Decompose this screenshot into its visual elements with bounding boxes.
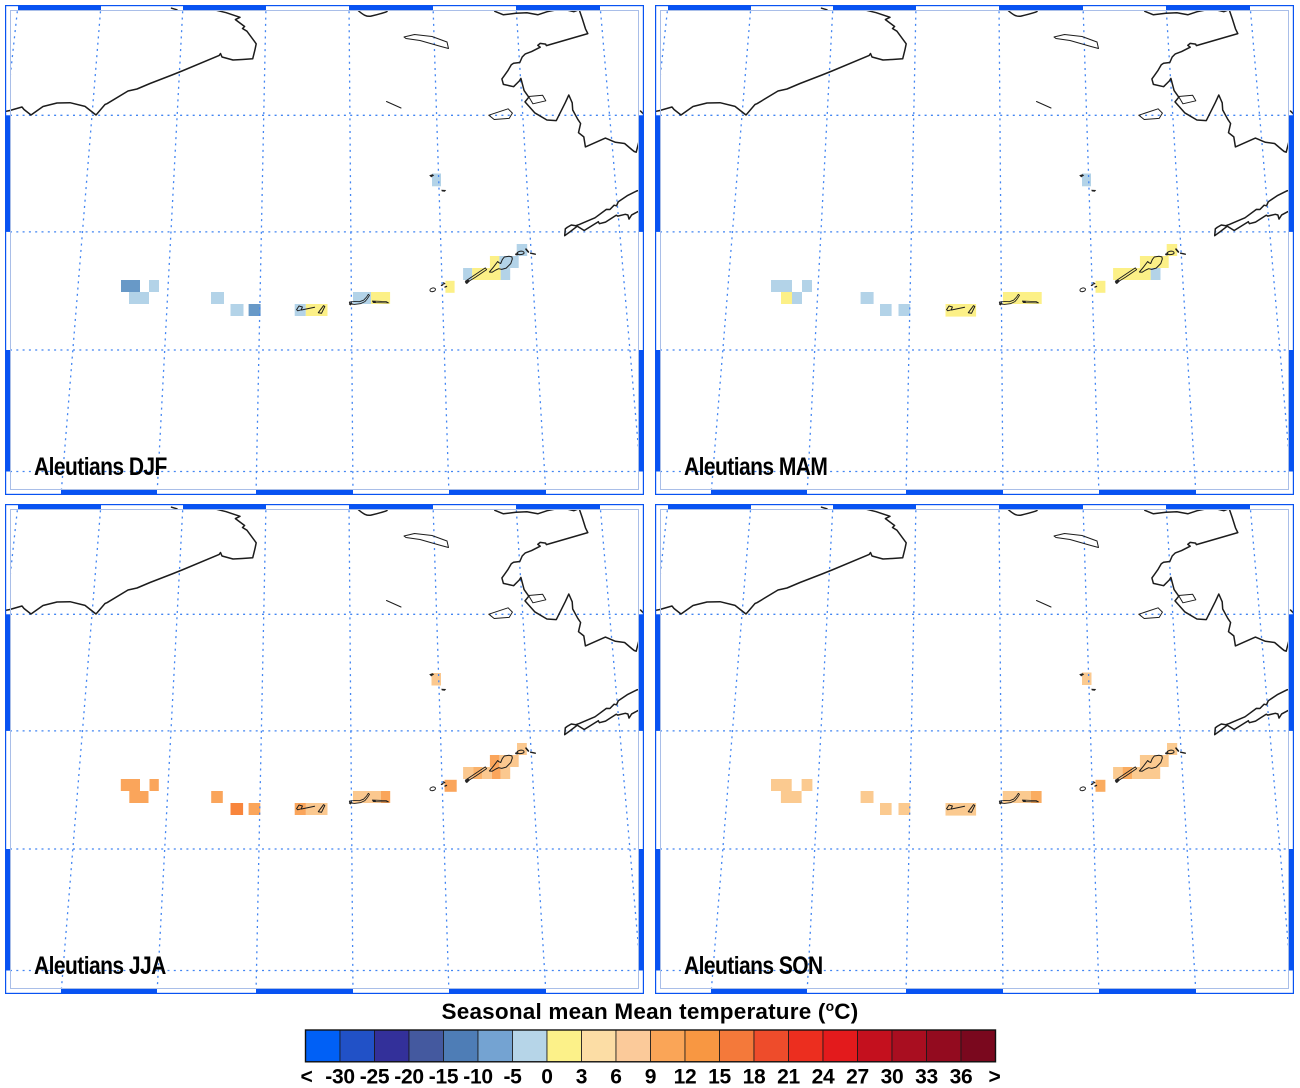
svg-text:-30: -30 [325, 1066, 354, 1088]
svg-text:>: > [989, 1066, 1001, 1088]
svg-text:36: 36 [950, 1066, 973, 1088]
svg-text:-15: -15 [429, 1066, 459, 1088]
svg-text:3: 3 [576, 1066, 587, 1088]
svg-text:Aleutians SON: Aleutians SON [684, 951, 823, 979]
svg-text:-10: -10 [463, 1066, 492, 1088]
svg-text:Aleutians MAM: Aleutians MAM [684, 452, 827, 480]
svg-text:-25: -25 [360, 1066, 390, 1088]
svg-text:Aleutians DJF: Aleutians DJF [34, 452, 167, 480]
svg-text:<: < [301, 1066, 313, 1088]
svg-text:30: 30 [881, 1066, 904, 1088]
svg-text:24: 24 [812, 1066, 835, 1088]
svg-text:6: 6 [610, 1066, 621, 1088]
svg-text:Aleutians JJA: Aleutians JJA [34, 951, 166, 979]
svg-text:15: 15 [708, 1066, 731, 1088]
svg-text:21: 21 [777, 1066, 800, 1088]
svg-text:-20: -20 [394, 1066, 423, 1088]
svg-text:27: 27 [846, 1066, 869, 1088]
svg-text:-5: -5 [503, 1066, 522, 1088]
svg-text:18: 18 [743, 1066, 766, 1088]
svg-text:9: 9 [645, 1066, 656, 1088]
svg-text:33: 33 [915, 1066, 938, 1088]
svg-text:12: 12 [674, 1066, 697, 1088]
svg-text:0: 0 [541, 1066, 552, 1088]
